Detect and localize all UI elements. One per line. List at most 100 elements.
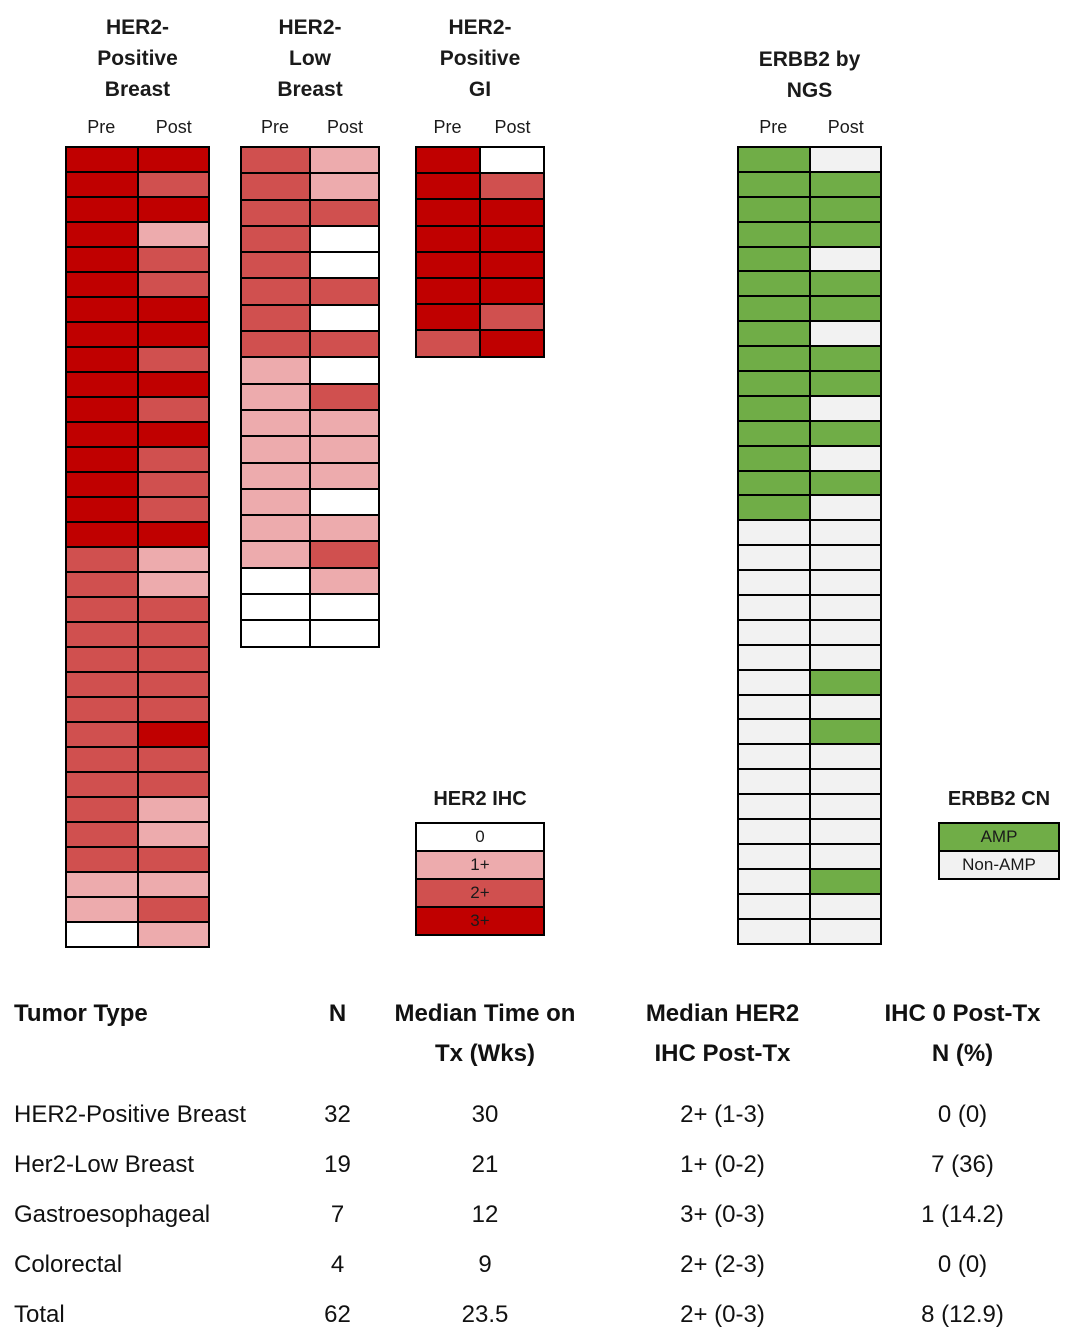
heatmap-cell — [242, 148, 309, 173]
heatmap-cell — [242, 595, 309, 620]
heatmap-cell — [67, 673, 137, 696]
heatmap-cell — [67, 723, 137, 746]
heatmap-cell — [138, 723, 208, 746]
heatmap-cell — [739, 172, 809, 196]
heatmap-cell — [739, 148, 809, 171]
heatmap-cell — [739, 197, 809, 221]
heatmap-cell — [739, 844, 809, 868]
heatmap-cell — [810, 571, 880, 595]
heatmap-cell — [67, 748, 137, 771]
heatmap-cell — [67, 373, 137, 396]
heatmap-cell — [481, 200, 543, 225]
heatmap-cell — [739, 820, 809, 843]
legend-erbb2-cn: ERBB2 CN AMP Non-AMP — [938, 788, 1060, 880]
heatmap-cell — [739, 421, 809, 445]
heatmap-cell — [138, 498, 208, 521]
heatmap-cell — [311, 174, 378, 199]
heatmap-cell — [810, 546, 880, 570]
table-cell: Colorectal — [14, 1251, 123, 1278]
column-labels: Pre Post — [240, 117, 380, 138]
table-cell: 2+ (0-3) — [680, 1301, 765, 1328]
heatmap-cell — [242, 621, 309, 646]
heatmap-cell — [810, 222, 880, 246]
heatmap-cell — [739, 247, 809, 271]
table-cell: 3+ (0-3) — [680, 1201, 765, 1228]
heatmap-cell — [311, 463, 378, 488]
heatmap-cell — [739, 745, 809, 769]
heatmap-cell — [138, 248, 208, 271]
heatmap-cell — [67, 798, 137, 821]
table-cell: 21 — [471, 1151, 499, 1178]
heatmap-cell — [138, 373, 208, 396]
group-title-line: Low — [289, 47, 331, 70]
heatmap-cell — [481, 278, 543, 304]
heatmap-cell — [242, 200, 309, 225]
heatmap-cell — [481, 305, 543, 330]
heatmap-cell — [810, 496, 880, 520]
heatmap-cell — [242, 253, 309, 278]
legend-title: ERBB2 CN — [947, 788, 1051, 810]
heatmap-cell — [138, 398, 208, 421]
table-row: Gastroesophageal 7 12 3+ (0-3) 1 (14.2) — [0, 1190, 1080, 1240]
heatmap-cell — [810, 272, 880, 296]
heatmap-cell — [739, 720, 809, 744]
heatmap-cell — [311, 410, 378, 436]
col-label-post: Post — [155, 117, 192, 137]
group-title-line: Breast — [277, 78, 343, 101]
table-header-cell: IHC 0 Post-Tx N (%) — [884, 1000, 1041, 1067]
heatmap-cell — [311, 358, 378, 383]
heatmap-cell — [138, 573, 208, 596]
heatmap-cell — [242, 489, 309, 515]
heatmap-cell — [138, 523, 208, 546]
heatmap-cell — [242, 568, 309, 594]
heatmap-cell — [739, 272, 809, 296]
heatmap-cell — [810, 372, 880, 395]
heatmap-cell — [810, 148, 880, 171]
table-cell: Total — [14, 1301, 65, 1328]
col-label-pre: Pre — [759, 117, 788, 137]
group-title-line: Breast — [104, 78, 171, 101]
heatmap-cell — [138, 423, 208, 446]
heatmap-cell — [810, 620, 880, 644]
heatmap-cell — [138, 148, 208, 171]
heatmap-cell — [739, 471, 809, 495]
heatmap-cell — [810, 446, 880, 470]
heatmap-cell — [138, 898, 208, 921]
heatmap-cell — [242, 279, 309, 304]
table-cell: 2+ (1-3) — [680, 1101, 765, 1128]
heatmap-cell — [810, 745, 880, 769]
heatmap-cell — [138, 448, 208, 471]
heatmap-cell — [739, 695, 809, 719]
heatmap-cell — [810, 521, 880, 545]
heatmap-grid — [415, 146, 545, 358]
heatmap-cell — [739, 770, 809, 794]
heatmap-cell — [67, 548, 137, 571]
heatmap-cell — [810, 919, 880, 943]
heatmap-grid — [737, 146, 882, 945]
heatmap-cell — [417, 174, 479, 199]
group-title: HER2- Positive GI — [440, 12, 521, 105]
heatmap-cell — [417, 200, 479, 225]
heatmap-cell — [739, 645, 809, 669]
heatmap-cell — [242, 305, 309, 331]
heatmap-cell — [481, 331, 543, 356]
heatmap-cell — [67, 198, 137, 221]
legend-entry: 1+ — [417, 852, 543, 878]
heatmap-cell — [242, 463, 309, 488]
heatmap-cell — [311, 568, 378, 594]
legend-her2-ihc: HER2 IHC 0 1+ 2+ 3+ — [415, 788, 545, 936]
group-title-line: GI — [468, 78, 492, 101]
heatmap-cell — [242, 384, 309, 409]
heatmap-cell — [67, 823, 137, 846]
heatmap-cell — [242, 174, 309, 199]
heatmap-cell — [67, 148, 137, 171]
heatmap-cell — [311, 516, 378, 541]
heatmap-cell — [739, 596, 809, 619]
heatmap-cell — [739, 222, 809, 246]
heatmap-cell — [481, 226, 543, 251]
heatmap-cell — [311, 200, 378, 225]
heatmap-cell — [67, 348, 137, 371]
heatmap-cell — [138, 798, 208, 821]
heatmap-cell — [67, 523, 137, 546]
